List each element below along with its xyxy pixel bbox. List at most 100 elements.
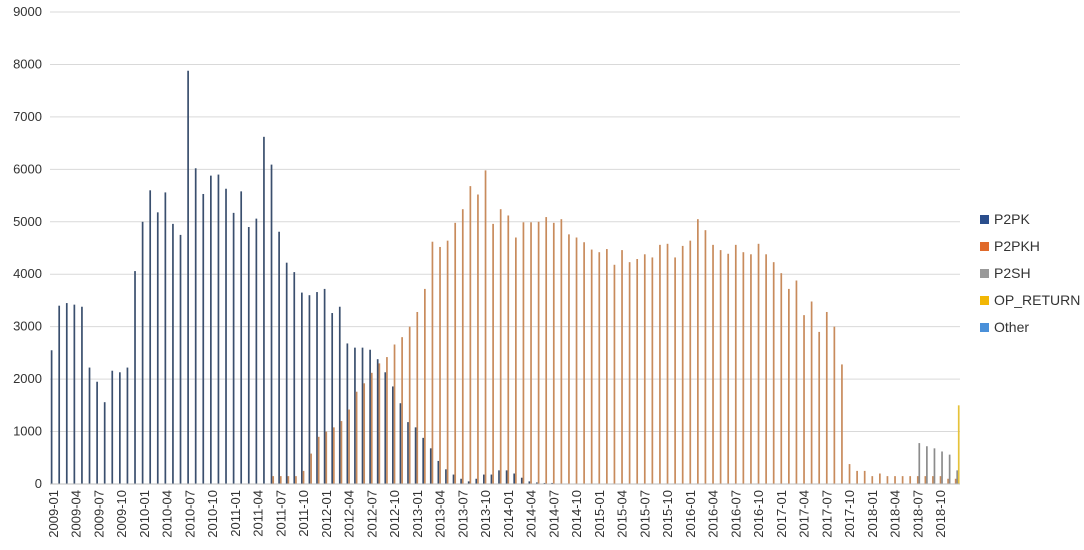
bar-p2pkh bbox=[659, 244, 661, 484]
bar-p2sh bbox=[933, 448, 936, 484]
bar-p2pkh bbox=[424, 288, 426, 484]
x-tick-label: 2010-04 bbox=[160, 490, 175, 538]
bar-p2pkh bbox=[530, 222, 532, 485]
x-tick-label: 2014-01 bbox=[501, 490, 516, 538]
x-tick-label: 2015-10 bbox=[660, 490, 675, 538]
bar-p2pk bbox=[551, 482, 553, 484]
bar-p2pk bbox=[429, 448, 432, 484]
bar-p2pkh bbox=[287, 476, 290, 484]
bar-p2pk bbox=[58, 305, 61, 484]
bar-p2pkh bbox=[454, 222, 457, 484]
x-tick-label: 2014-07 bbox=[546, 490, 561, 538]
x-tick-label: 2010-07 bbox=[182, 490, 197, 538]
x-tick-label: 2016-07 bbox=[728, 490, 743, 538]
legend-swatch bbox=[980, 269, 989, 278]
bar-p2pk bbox=[407, 422, 409, 484]
bar-p2pkh bbox=[568, 234, 570, 484]
bar-p2pk bbox=[437, 460, 440, 484]
y-tick-label: 2000 bbox=[13, 371, 42, 386]
bar-p2pkh bbox=[560, 219, 563, 484]
bar-p2pk bbox=[65, 303, 68, 484]
x-tick-label: 2018-01 bbox=[865, 490, 880, 538]
x-tick-label: 2014-10 bbox=[569, 490, 584, 538]
bar-p2pkh bbox=[689, 240, 692, 484]
bar-p2pkh bbox=[477, 194, 479, 484]
bar-p2pk bbox=[331, 313, 334, 484]
bar-p2sh bbox=[948, 454, 951, 484]
bar-p2pkh bbox=[818, 331, 821, 484]
bar-p2pkh bbox=[393, 344, 396, 484]
bar-p2pkh bbox=[636, 259, 639, 484]
bar-p2pkh bbox=[439, 246, 441, 484]
bar-p2pkh bbox=[772, 262, 775, 484]
bar-p2pkh bbox=[416, 311, 419, 484]
bar-p2pk bbox=[543, 482, 546, 484]
x-tick-label: 2012-10 bbox=[387, 490, 402, 538]
bar-p2pk bbox=[452, 474, 455, 484]
bar-p2pk bbox=[73, 304, 76, 484]
x-tick-label: 2017-01 bbox=[774, 490, 789, 538]
bar-p2pkh bbox=[795, 280, 798, 484]
y-tick-label: 1000 bbox=[13, 424, 42, 439]
bar-p2pkh bbox=[757, 243, 760, 484]
bar-p2pk bbox=[528, 481, 531, 484]
bar-p2sh bbox=[941, 451, 943, 484]
x-tick-label: 2017-04 bbox=[797, 490, 812, 538]
bar-p2pk bbox=[50, 350, 53, 484]
bar-p2pkh bbox=[750, 254, 752, 484]
bar-p2pkh bbox=[378, 363, 381, 484]
bar-p2pkh bbox=[674, 257, 676, 484]
bar-p2pkh bbox=[325, 431, 328, 484]
bar-p2pkh bbox=[886, 476, 889, 484]
bar-p2pkh bbox=[643, 254, 646, 484]
x-tick-label: 2011-01 bbox=[228, 490, 243, 537]
bar-p2pk bbox=[354, 347, 356, 484]
x-tick-label: 2009-10 bbox=[114, 490, 129, 538]
bar-p2pk bbox=[483, 474, 485, 484]
bar-p2pkh bbox=[613, 264, 616, 484]
bar-p2pk bbox=[384, 372, 387, 484]
x-tick-label: 2018-07 bbox=[910, 490, 925, 538]
bar-p2pkh bbox=[666, 243, 669, 484]
bar-p2pk bbox=[513, 473, 516, 484]
y-tick-label: 9000 bbox=[13, 4, 42, 19]
bar-p2pkh bbox=[871, 476, 874, 484]
x-tick-label: 2012-01 bbox=[319, 490, 334, 538]
bar-p2pkh bbox=[894, 476, 896, 484]
bar-p2pk bbox=[134, 271, 136, 484]
bar-p2pk bbox=[247, 227, 250, 484]
bar-p2pkh bbox=[704, 230, 707, 484]
bar-p2pkh bbox=[370, 372, 373, 484]
bar-p2pk bbox=[293, 272, 296, 484]
legend-swatch bbox=[980, 215, 989, 224]
bar-op-return bbox=[957, 405, 960, 484]
x-tick-label: 2018-04 bbox=[888, 490, 903, 538]
bar-p2pk bbox=[369, 349, 371, 484]
bar-p2pk bbox=[111, 370, 114, 484]
bar-p2pkh bbox=[825, 311, 828, 484]
bar-p2pk bbox=[475, 478, 478, 484]
bar-p2pkh bbox=[606, 249, 608, 484]
bar-p2pkh bbox=[522, 222, 525, 485]
bar-p2pk bbox=[179, 234, 182, 484]
bar-p2pkh bbox=[901, 476, 904, 484]
x-tick-label: 2010-01 bbox=[137, 490, 152, 538]
bar-p2pkh bbox=[924, 476, 927, 484]
bar-p2pkh bbox=[765, 254, 767, 484]
bar-p2pk bbox=[263, 136, 265, 484]
y-tick-label: 6000 bbox=[13, 161, 42, 176]
bar-p2pkh bbox=[856, 470, 858, 484]
legend-swatch bbox=[980, 296, 989, 305]
bar-p2pk bbox=[414, 427, 417, 484]
bar-p2pk bbox=[278, 231, 280, 484]
gridlines bbox=[50, 11, 960, 433]
bar-p2pkh bbox=[810, 301, 813, 484]
x-tick-label: 2013-07 bbox=[455, 490, 470, 538]
bar-p2pkh bbox=[431, 241, 434, 484]
bar-p2pk bbox=[361, 347, 364, 484]
bar-p2pkh bbox=[484, 170, 487, 484]
x-tick-label: 2013-10 bbox=[478, 490, 493, 538]
bar-p2pkh bbox=[697, 219, 699, 484]
bar-p2pkh bbox=[355, 391, 358, 484]
